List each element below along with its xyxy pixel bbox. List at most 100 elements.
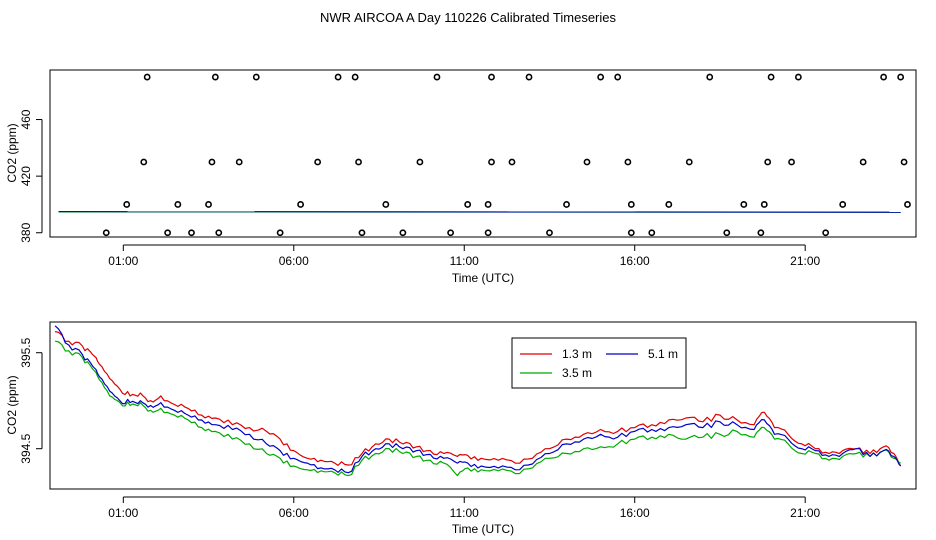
bot-y-tick-label: 394.5 bbox=[19, 433, 33, 463]
top-data-point bbox=[859, 158, 867, 166]
top-data-point bbox=[358, 229, 366, 237]
bottom-x-axis: 01:00 06:00 11:00 16:00 21:00 bbox=[108, 496, 821, 520]
top-data-point bbox=[484, 229, 492, 237]
top-y-tick-label: 460 bbox=[19, 109, 33, 129]
legend-label-5-1m: 5.1 m bbox=[648, 347, 678, 361]
top-data-point bbox=[174, 201, 182, 208]
top-series-lines bbox=[58, 211, 901, 213]
top-data-point bbox=[276, 229, 284, 237]
top-x-tick-label: 11:00 bbox=[450, 254, 479, 268]
top-data-point bbox=[764, 158, 772, 166]
top-data-point bbox=[904, 201, 911, 208]
legend-label-3-5m: 3.5 m bbox=[562, 366, 592, 380]
top-data-point bbox=[140, 158, 148, 166]
bottom-plot-frame bbox=[49, 321, 917, 490]
top-data-point bbox=[880, 73, 888, 81]
top-data-point bbox=[597, 73, 605, 81]
top-y-tick-label: 380 bbox=[19, 222, 33, 242]
top-x-tick-label: 16:00 bbox=[620, 254, 650, 268]
top-data-point bbox=[794, 73, 802, 81]
top-data-point bbox=[433, 73, 441, 81]
bottom-y-axis-label: CO2 (ppm) bbox=[5, 375, 19, 434]
top-panel: 01:00 06:00 11:00 16:00 21:00 380 420 460 Time… bbox=[5, 69, 917, 285]
top-data-point bbox=[447, 229, 455, 237]
top-series-line-5-1-m bbox=[58, 211, 901, 213]
top-data-point bbox=[546, 229, 553, 237]
top-data-point bbox=[355, 158, 362, 166]
top-data-point bbox=[508, 158, 516, 166]
top-data-point bbox=[102, 229, 110, 237]
top-data-point bbox=[123, 201, 131, 208]
top-data-point bbox=[488, 73, 495, 81]
top-data-point bbox=[484, 201, 492, 208]
bot-x-tick-label: 11:00 bbox=[450, 506, 479, 520]
top-data-point bbox=[665, 201, 673, 208]
top-data-point bbox=[297, 201, 304, 208]
top-data-point bbox=[900, 158, 908, 166]
top-x-axis: 01:00 06:00 11:00 16:00 21:00 bbox=[108, 244, 821, 268]
top-data-point bbox=[235, 158, 243, 166]
top-data-point bbox=[314, 158, 322, 166]
top-y-axis: 380 420 460 bbox=[19, 109, 43, 243]
top-data-point bbox=[205, 201, 212, 208]
top-data-point bbox=[706, 73, 714, 81]
bot-x-tick-label: 16:00 bbox=[620, 506, 650, 520]
bot-x-tick-label: 21:00 bbox=[790, 506, 820, 520]
bot-x-tick-label: 06:00 bbox=[279, 506, 309, 520]
chart-title: NWR AIRCOA A Day 110226 Calibrated Times… bbox=[320, 10, 616, 25]
bottom-series-line-1-3-m bbox=[54, 331, 902, 467]
top-data-point bbox=[143, 73, 151, 81]
top-data-point bbox=[627, 201, 635, 208]
top-y-tick-label: 420 bbox=[19, 166, 33, 186]
top-data-point bbox=[563, 201, 570, 208]
top-data-point bbox=[164, 229, 172, 237]
top-data-point bbox=[760, 201, 768, 208]
top-data-point bbox=[252, 73, 260, 81]
legend-label-1-3m: 1.3 m bbox=[562, 347, 592, 361]
top-data-point bbox=[215, 229, 223, 237]
bottom-panel: 01:00 06:00 11:00 16:00 21:00 394.5 395.5 Tim… bbox=[5, 321, 917, 536]
top-data-point bbox=[211, 73, 219, 81]
top-data-point bbox=[188, 229, 195, 237]
top-data-point bbox=[740, 201, 748, 208]
top-data-point bbox=[525, 73, 533, 81]
top-plot-frame bbox=[49, 69, 917, 238]
bottom-series-line-5-1-m bbox=[54, 325, 902, 474]
top-data-point bbox=[723, 229, 731, 237]
bottom-series-line-3-5-m bbox=[54, 340, 901, 477]
top-data-point bbox=[382, 201, 390, 208]
top-x-tick-label: 06:00 bbox=[279, 254, 309, 268]
top-x-tick-label: 01:00 bbox=[108, 254, 138, 268]
legend-box bbox=[511, 337, 687, 389]
top-data-point bbox=[614, 73, 622, 81]
top-data-point bbox=[788, 158, 795, 166]
top-data-point bbox=[351, 73, 359, 81]
top-data-point bbox=[822, 229, 830, 237]
top-data-point bbox=[757, 229, 765, 237]
top-data-point bbox=[767, 73, 775, 81]
bot-y-tick-label: 395.5 bbox=[19, 337, 33, 367]
top-data-point bbox=[583, 158, 591, 166]
top-x-tick-label: 21:00 bbox=[790, 254, 820, 268]
legend: 1.3 m 5.1 m 3.5 m bbox=[511, 337, 687, 389]
top-data-point bbox=[839, 201, 847, 208]
bot-x-tick-label: 01:00 bbox=[108, 506, 138, 520]
top-y-axis-label: CO2 (ppm) bbox=[5, 123, 19, 182]
top-data-point bbox=[685, 158, 693, 166]
top-data-point bbox=[208, 158, 216, 166]
top-data-point bbox=[627, 229, 635, 237]
bottom-series-lines bbox=[54, 325, 902, 477]
top-data-point bbox=[488, 158, 495, 166]
top-data-point bbox=[897, 73, 905, 81]
top-data-point bbox=[399, 229, 407, 237]
top-data-point bbox=[334, 73, 342, 81]
top-data-point bbox=[416, 158, 424, 166]
top-scatter-points bbox=[102, 73, 911, 237]
top-data-point bbox=[624, 158, 632, 166]
top-data-point bbox=[648, 229, 656, 237]
bottom-y-axis: 394.5 395.5 bbox=[19, 337, 43, 464]
bottom-x-axis-label: Time (UTC) bbox=[452, 522, 514, 536]
top-x-axis-label: Time (UTC) bbox=[452, 271, 514, 285]
top-data-point bbox=[464, 201, 472, 208]
